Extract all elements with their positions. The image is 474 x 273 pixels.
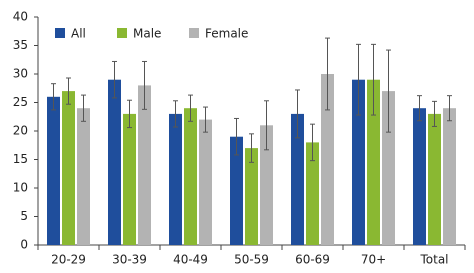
y-tick-label: 20: [13, 124, 28, 138]
bar: [260, 125, 273, 245]
bar: [291, 113, 304, 246]
y-tick-label: 25: [13, 95, 28, 109]
x-tick-label: 20-29: [51, 253, 86, 267]
error-bar: [386, 49, 391, 133]
bar: [382, 91, 395, 245]
y-tick-label: 15: [13, 152, 28, 166]
error-bar: [51, 83, 56, 111]
y-tick-label: 10: [13, 181, 28, 195]
bar: [123, 113, 136, 246]
bar: [306, 142, 319, 245]
y-tick-label: 30: [13, 67, 28, 81]
bar: [443, 108, 456, 245]
error-bar: [81, 94, 86, 122]
legend-swatch: [55, 28, 65, 38]
bar: [413, 108, 426, 245]
error-bar: [432, 100, 437, 127]
legend-label: All: [71, 27, 86, 41]
legend-swatch: [117, 28, 127, 38]
error-bar: [203, 106, 208, 133]
error-bar: [325, 37, 330, 111]
error-bar: [66, 77, 71, 105]
bar: [230, 136, 243, 245]
error-bar: [295, 89, 300, 139]
bar: [367, 79, 380, 245]
bar: [47, 96, 60, 245]
bar: [321, 74, 334, 245]
bar: [199, 119, 212, 245]
error-bar: [264, 100, 269, 151]
legend-swatch: [189, 28, 199, 38]
error-bar: [234, 117, 239, 156]
error-bar: [249, 133, 254, 163]
x-tick-label: Total: [419, 253, 448, 267]
bar: [108, 79, 121, 245]
y-tick-label: 0: [20, 238, 28, 252]
bar: [428, 113, 441, 246]
error-bar: [127, 99, 132, 129]
y-tick-label: 5: [20, 209, 28, 223]
x-tick-label: 60-69: [295, 253, 330, 267]
legend-label: Male: [133, 27, 161, 41]
error-bar: [173, 100, 178, 128]
error-bar: [417, 95, 422, 122]
x-tick-label: 30-39: [112, 253, 147, 267]
bar: [184, 108, 197, 245]
bar: [352, 79, 365, 245]
x-tick-label: 50-59: [234, 253, 269, 267]
bar: [169, 113, 182, 246]
error-bar: [447, 95, 452, 122]
error-bar: [142, 60, 147, 110]
bar: [245, 148, 258, 245]
bar: [77, 108, 90, 245]
y-tick-label: 40: [13, 10, 28, 24]
y-tick-label: 35: [13, 38, 28, 52]
error-bar: [310, 123, 315, 162]
error-bar: [356, 43, 361, 116]
bar: [138, 85, 151, 246]
error-bar: [188, 94, 193, 122]
error-bar: [112, 60, 117, 99]
bar: [62, 91, 75, 245]
x-tick-label: 40-49: [173, 253, 208, 267]
x-tick-label: 70+: [361, 253, 386, 267]
error-bar: [371, 43, 376, 116]
legend-label: Female: [205, 27, 248, 41]
